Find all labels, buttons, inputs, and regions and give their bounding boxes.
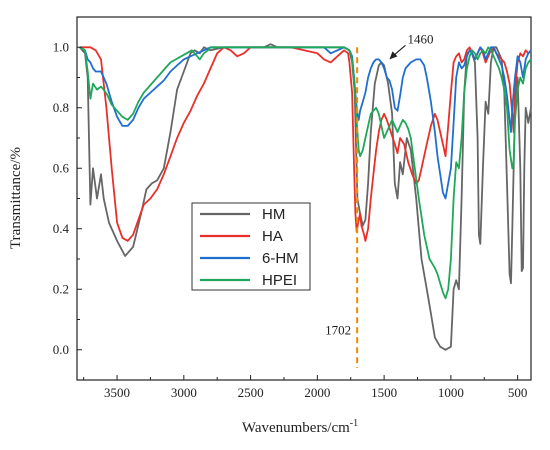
y-tick-label: 0.8: [53, 100, 69, 115]
x-axis-title-main: Wavenumbers/cm: [242, 420, 350, 436]
series-line-hm: [79, 43, 532, 351]
x-tick-label: 500: [508, 385, 528, 400]
legend-label-6hm: 6-HM: [262, 250, 299, 267]
x-axis-title: Wavenumbers/cm-1: [242, 418, 358, 436]
series-line-hpei: [79, 46, 532, 300]
annotation-1702: 1702: [325, 323, 351, 338]
x-tick-label: 3000: [171, 385, 197, 400]
legend-box: [191, 202, 311, 291]
x-tick-label: 1500: [371, 385, 397, 400]
legend-label-hpei: HPEI: [262, 272, 297, 289]
series-line-ha: [79, 46, 532, 242]
y-axis-ticks: 0.0 0.2 0.4 0.6 0.8 1.0: [53, 16, 82, 381]
y-axis-title: Transmittance/%: [8, 147, 24, 249]
y-tick-label: 0.6: [53, 160, 70, 175]
x-tick-label: 2500: [238, 385, 264, 400]
annotation-1460: 1460: [407, 31, 433, 46]
y-tick-label: 1.0: [53, 39, 69, 54]
x-axis-ticks: 3500 3000 2500 2000 1500 1000 500: [83, 375, 528, 400]
legend: HM HA 6-HM HPEI: [191, 202, 311, 291]
x-tick-label: 1000: [438, 385, 464, 400]
x-tick-label: 2000: [304, 385, 330, 400]
legend-label-hm: HM: [262, 206, 285, 223]
y-tick-label: 0.2: [53, 281, 69, 296]
y-tick-label: 0.4: [53, 221, 70, 236]
legend-label-ha: HA: [262, 228, 283, 245]
x-axis-title-superscript: -1: [350, 418, 358, 429]
x-tick-label: 3500: [104, 385, 130, 400]
series-layer: [79, 43, 532, 351]
annotation-arrow-head: [389, 51, 398, 60]
series-line-6hm: [79, 46, 532, 200]
y-tick-label: 0.0: [53, 342, 69, 357]
